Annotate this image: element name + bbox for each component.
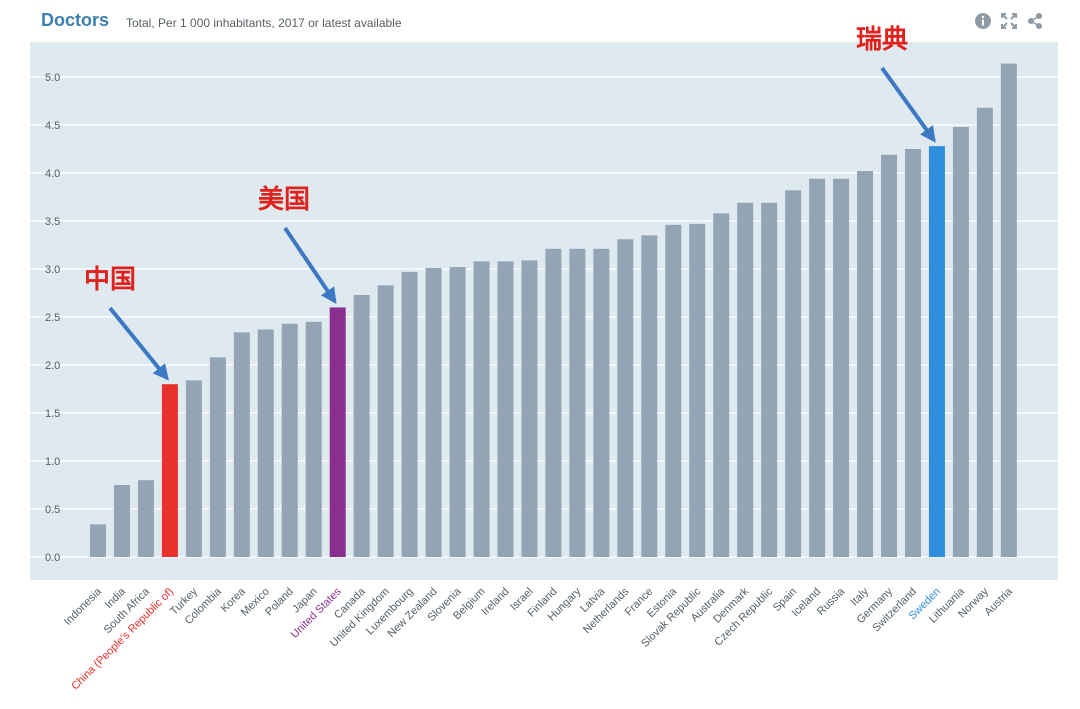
- y-tick-label: 3.0: [45, 264, 60, 276]
- y-tick-label: 4.0: [45, 168, 60, 180]
- y-tick-label: 0.5: [45, 504, 60, 516]
- bar-belgium[interactable]: [473, 261, 490, 557]
- bar-switzerland[interactable]: [904, 149, 921, 557]
- bar-germany[interactable]: [881, 154, 898, 557]
- bars: [90, 63, 1017, 558]
- bar-united-kingdom[interactable]: [377, 285, 394, 557]
- chart-header: Doctors Total, Per 1 000 inhabitants, 20…: [0, 0, 1080, 40]
- bar-iceland[interactable]: [809, 178, 826, 557]
- bar-united-states[interactable]: [329, 307, 346, 557]
- y-tick-label: 0.0: [45, 552, 60, 564]
- chart-toolbar: [974, 12, 1044, 30]
- bar-korea[interactable]: [233, 332, 250, 557]
- bar-australia[interactable]: [713, 213, 730, 557]
- x-tick-label: Ireland: [479, 586, 511, 618]
- annotation-label: 瑞典: [856, 25, 908, 55]
- x-tick-label: Indonesia: [62, 585, 105, 628]
- bar-estonia[interactable]: [665, 224, 682, 557]
- bar-norway[interactable]: [976, 107, 993, 557]
- y-tick-label: 1.5: [45, 408, 60, 420]
- y-tick-label: 3.5: [45, 216, 60, 228]
- annotation-arrow: [283, 226, 337, 305]
- bar-south-africa[interactable]: [137, 480, 154, 557]
- bar-slovenia[interactable]: [449, 267, 466, 557]
- y-tick-label: 2.5: [45, 312, 60, 324]
- chart-title: Doctors: [41, 10, 110, 30]
- bar-lithuania[interactable]: [952, 126, 969, 558]
- bar-latvia[interactable]: [593, 248, 610, 557]
- y-tick-label: 4.5: [45, 120, 60, 132]
- bar-canada[interactable]: [353, 294, 370, 557]
- info-icon[interactable]: [974, 12, 992, 30]
- y-tick-label: 2.0: [45, 360, 60, 372]
- annotation-arrow: [108, 306, 169, 381]
- bar-japan[interactable]: [305, 321, 322, 557]
- annotations: 中国 美国 瑞典: [84, 25, 936, 381]
- y-tick-label: 1.0: [45, 456, 60, 468]
- bar-finland[interactable]: [545, 248, 562, 557]
- bar-russia[interactable]: [833, 178, 850, 557]
- bar-hungary[interactable]: [569, 248, 586, 557]
- bar-india[interactable]: [113, 485, 130, 557]
- bar-austria[interactable]: [1000, 63, 1017, 558]
- bar-china-people-s-republic-of[interactable]: [161, 384, 178, 557]
- bar-slovak-republic[interactable]: [689, 223, 706, 557]
- bar-france[interactable]: [641, 235, 658, 557]
- bar-indonesia[interactable]: [90, 524, 106, 557]
- bar-new-zealand[interactable]: [425, 268, 442, 557]
- fullscreen-icon[interactable]: [1000, 12, 1018, 30]
- y-axis: 0.0 0.5 1.0 1.5 2.0 2.5 3.0 3.5 4.0 4.5 5.0: [45, 72, 60, 564]
- bar-mexico[interactable]: [257, 329, 274, 557]
- bar-netherlands[interactable]: [617, 239, 634, 558]
- x-tick-label: Austria: [982, 585, 1015, 618]
- y-tick-label: 5.0: [45, 72, 60, 84]
- bar-luxembourg[interactable]: [401, 271, 418, 557]
- bar-italy[interactable]: [857, 171, 874, 557]
- bar-turkey[interactable]: [185, 380, 202, 557]
- bar-poland[interactable]: [281, 323, 298, 557]
- chart-subtitle: Total, Per 1 000 inhabitants, 2017 or la…: [126, 16, 402, 30]
- bar-ireland[interactable]: [497, 261, 514, 557]
- bar-israel[interactable]: [521, 260, 538, 557]
- share-icon[interactable]: [1026, 12, 1044, 30]
- bar-sweden[interactable]: [928, 146, 945, 557]
- annotation-label: 美国: [258, 184, 310, 215]
- annotation-arrow: [880, 66, 936, 143]
- bar-denmark[interactable]: [737, 202, 754, 557]
- bar-spain[interactable]: [785, 190, 802, 557]
- plot-area: [30, 42, 1058, 580]
- x-tick-label: Russia: [815, 585, 848, 618]
- bar-czech-republic[interactable]: [761, 202, 778, 557]
- bar-colombia[interactable]: [209, 357, 226, 557]
- annotation-label: 中国: [84, 265, 136, 295]
